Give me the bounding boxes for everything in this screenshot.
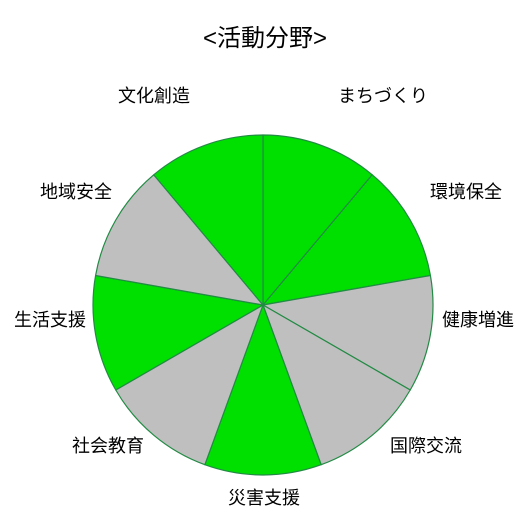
slice-label: 生活支援	[14, 306, 86, 332]
slice-label: 災害支援	[228, 484, 300, 510]
slice-label: 文化創造	[118, 82, 190, 108]
chart-container: <活動分野> まちづくり環境保全健康増進国際交流災害支援社会教育生活支援地域安全…	[0, 0, 530, 530]
slice-label: 国際交流	[390, 432, 462, 458]
slice-label: 社会教育	[72, 432, 144, 458]
slice-label: まちづくり	[338, 82, 428, 108]
slice-label: 環境保全	[430, 178, 502, 204]
slice-label: 地域安全	[40, 178, 112, 204]
slice-label: 健康増進	[442, 306, 514, 332]
